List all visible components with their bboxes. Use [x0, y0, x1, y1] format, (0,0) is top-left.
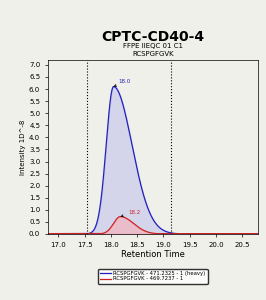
Line: RCSPGFGVK - 471.2325 - 1 (heavy): RCSPGFGVK - 471.2325 - 1 (heavy) — [48, 87, 258, 234]
Text: 18.0: 18.0 — [114, 79, 131, 86]
Legend: RCSPGFGVK - 471.2325 - 1 (heavy), RCSPGFGVK - 469.7237 - 1: RCSPGFGVK - 471.2325 - 1 (heavy), RCSPGF… — [98, 268, 207, 284]
RCSPGFGVK - 471.2325 - 1 (heavy) — [83, 232, 86, 236]
RCSPGFGVK - 469.7237 - 1 — [119, 215, 122, 218]
RCSPGFGVK - 471.2325 - 1 (heavy) — [230, 232, 233, 236]
RCSPGFGVK - 469.7237 - 1 — [46, 232, 49, 236]
RCSPGFGVK - 469.7237 - 1 — [70, 232, 73, 236]
RCSPGFGVK - 469.7237 - 1 — [83, 232, 86, 236]
RCSPGFGVK - 471.2325 - 1 (heavy) — [70, 232, 73, 236]
RCSPGFGVK - 469.7237 - 1 — [230, 232, 233, 236]
RCSPGFGVK - 469.7237 - 1 — [127, 218, 130, 221]
Y-axis label: Intensity 1D^-8: Intensity 1D^-8 — [20, 119, 26, 175]
RCSPGFGVK - 469.7237 - 1 — [256, 232, 260, 236]
X-axis label: Retention Time: Retention Time — [121, 250, 185, 260]
Line: RCSPGFGVK - 469.7237 - 1: RCSPGFGVK - 469.7237 - 1 — [48, 217, 258, 234]
Text: RCSPGFGVK: RCSPGFGVK — [132, 51, 174, 57]
RCSPGFGVK - 471.2325 - 1 (heavy) — [252, 232, 256, 236]
RCSPGFGVK - 471.2325 - 1 (heavy) — [127, 126, 130, 130]
RCSPGFGVK - 469.7237 - 1 — [252, 232, 256, 236]
RCSPGFGVK - 471.2325 - 1 (heavy) — [46, 232, 49, 236]
Title: CPTC-CD40-4: CPTC-CD40-4 — [101, 30, 205, 44]
Text: FFPE IIEQC 01 C1: FFPE IIEQC 01 C1 — [123, 43, 183, 49]
RCSPGFGVK - 471.2325 - 1 (heavy) — [112, 85, 115, 88]
RCSPGFGVK - 471.2325 - 1 (heavy) — [256, 232, 260, 236]
RCSPGFGVK - 469.7237 - 1 — [136, 225, 139, 229]
Text: 18.2: 18.2 — [121, 210, 140, 217]
RCSPGFGVK - 471.2325 - 1 (heavy) — [136, 170, 139, 173]
